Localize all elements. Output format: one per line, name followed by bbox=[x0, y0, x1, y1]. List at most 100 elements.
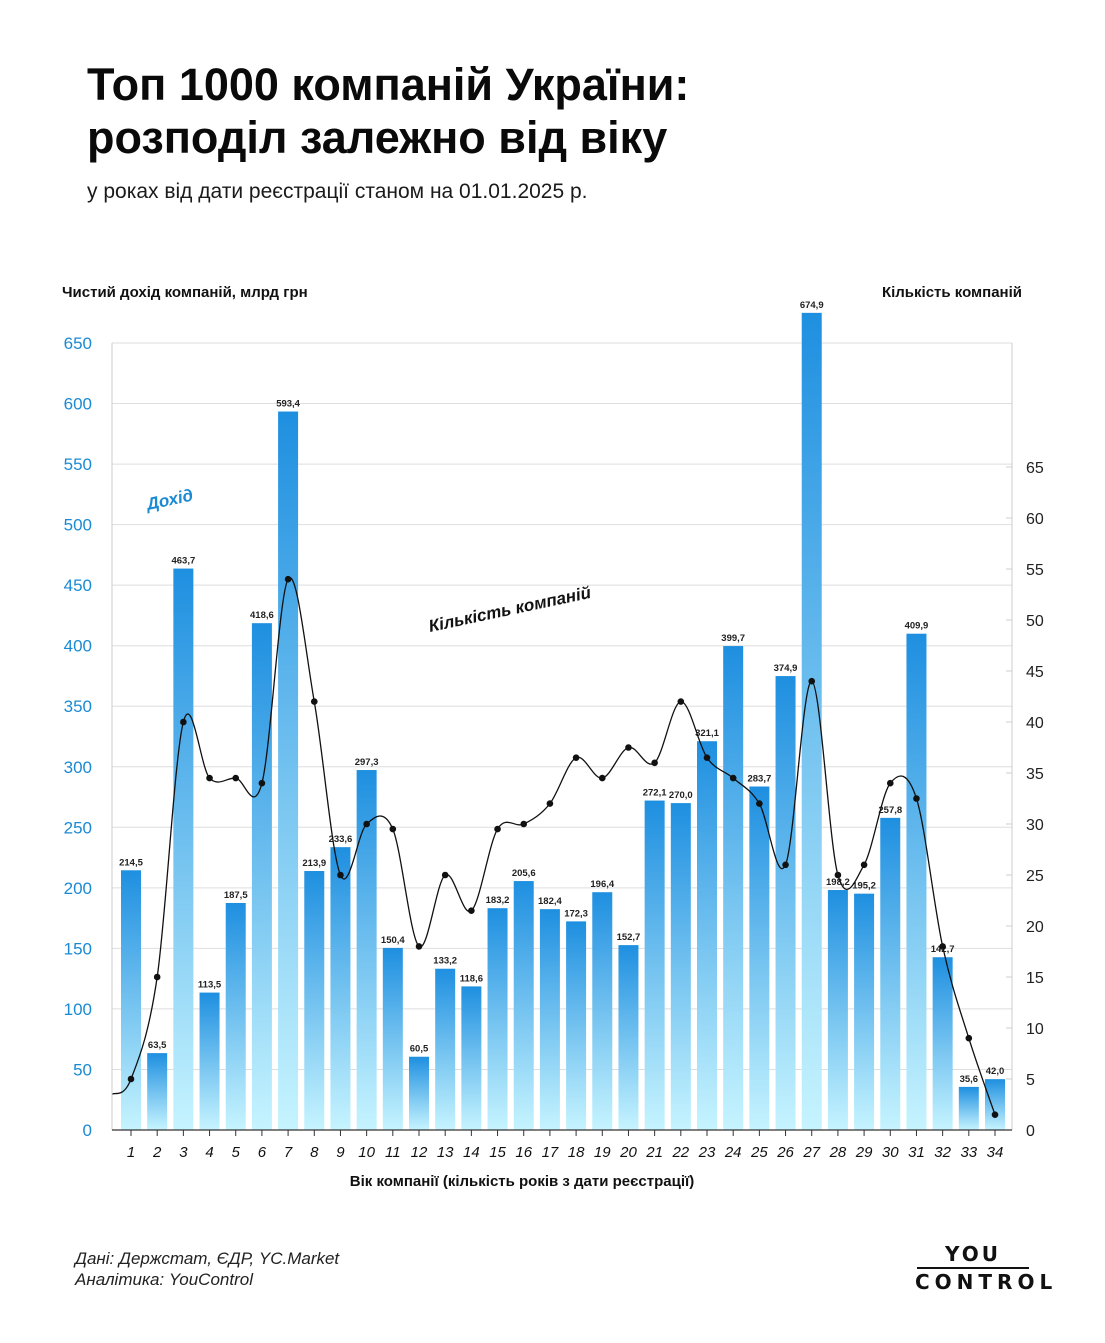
company-count-point bbox=[441, 871, 449, 879]
bar-value-label: 182,4 bbox=[538, 896, 562, 907]
bar bbox=[854, 893, 875, 1130]
company-count-point bbox=[913, 795, 920, 802]
bar-value-label: 183,2 bbox=[486, 895, 510, 906]
bar bbox=[618, 945, 639, 1130]
bar bbox=[697, 741, 717, 1130]
bar-value-label: 113,5 bbox=[198, 980, 222, 991]
y2-tick-label: 40 bbox=[1026, 715, 1044, 732]
bar bbox=[225, 902, 246, 1130]
y2-tick-label: 55 bbox=[1026, 562, 1044, 579]
x-tick-label: 30 bbox=[882, 1144, 899, 1161]
company-count-point bbox=[232, 774, 240, 782]
x-tick-label: 33 bbox=[960, 1144, 977, 1161]
x-tick-label: 2 bbox=[152, 1144, 162, 1161]
company-count-point bbox=[494, 825, 501, 833]
page-subtitle: у роках від дати реєстрації станом на 01… bbox=[87, 180, 588, 203]
company-count-point bbox=[703, 754, 711, 761]
logo-line-2: CONTROL bbox=[915, 1270, 1058, 1294]
bar-value-label: 150,4 bbox=[381, 935, 405, 946]
bar bbox=[958, 1086, 979, 1130]
company-count-point bbox=[625, 744, 632, 751]
company-count-point bbox=[808, 677, 816, 685]
y-tick-label: 350 bbox=[64, 697, 92, 716]
bar bbox=[644, 800, 665, 1130]
bar bbox=[147, 1053, 168, 1130]
x-tick-label: 9 bbox=[336, 1144, 345, 1161]
y-tick-label: 250 bbox=[64, 818, 92, 837]
x-axis-title: Вік компанії (кількість років з дати реє… bbox=[350, 1173, 694, 1190]
bar bbox=[435, 968, 456, 1130]
y2-tick-label: 45 bbox=[1026, 664, 1044, 681]
bar-value-label: 205,6 bbox=[512, 868, 536, 879]
x-tick-label: 6 bbox=[258, 1144, 267, 1161]
company-count-point bbox=[651, 759, 658, 767]
bar bbox=[251, 623, 272, 1130]
y2-axis-title: Кількість компаній bbox=[882, 284, 1022, 301]
bar-value-label: 674,9 bbox=[800, 300, 824, 311]
data-source: Дані: Держстат, ЄДР, YC.Market bbox=[75, 1249, 340, 1268]
title-line-2: розподіл залежно від віку bbox=[87, 112, 668, 163]
y-tick-label: 0 bbox=[83, 1121, 92, 1140]
bar-value-label: 172,3 bbox=[564, 908, 588, 919]
bar bbox=[566, 921, 587, 1130]
bar-value-label: 272,1 bbox=[643, 788, 667, 799]
line-series-annotation: Кількість компаній bbox=[427, 583, 593, 636]
bar bbox=[330, 847, 351, 1130]
bar bbox=[880, 817, 901, 1130]
youcontrol-logo: YOU CONTROL bbox=[915, 1242, 1058, 1294]
x-tick-label: 5 bbox=[232, 1144, 241, 1161]
bar-value-label: 195,2 bbox=[852, 881, 876, 892]
x-tick-label: 7 bbox=[284, 1144, 293, 1161]
y2-tick-label: 20 bbox=[1026, 919, 1044, 936]
bar bbox=[775, 676, 796, 1130]
x-tick-label: 16 bbox=[515, 1144, 532, 1161]
bar bbox=[749, 786, 770, 1130]
x-tick-label: 11 bbox=[385, 1144, 401, 1161]
x-tick-label: 24 bbox=[724, 1144, 742, 1161]
age-distribution-chart: 214,5 63,5 463,7 113,5 187,5 418,6 593,4 213,9 2… bbox=[62, 284, 1044, 1190]
y2-tick-label: 60 bbox=[1026, 511, 1044, 528]
company-count-point bbox=[677, 698, 685, 705]
bar bbox=[304, 871, 325, 1130]
bar bbox=[356, 770, 377, 1130]
bar bbox=[827, 890, 848, 1130]
y-tick-label: 150 bbox=[64, 939, 92, 958]
bar-value-label: 42,0 bbox=[986, 1066, 1005, 1077]
x-tick-label: 27 bbox=[802, 1144, 820, 1161]
bar-value-label: 270,0 bbox=[669, 790, 693, 801]
company-count-point bbox=[572, 754, 580, 761]
bar bbox=[199, 992, 220, 1130]
x-tick-label: 26 bbox=[776, 1144, 794, 1161]
logo-line-1: YOU bbox=[944, 1242, 1001, 1266]
bar bbox=[906, 633, 927, 1130]
x-tick-label: 10 bbox=[358, 1144, 375, 1161]
bar-value-label: 374,9 bbox=[774, 663, 798, 674]
bar-value-label: 257,8 bbox=[878, 805, 902, 816]
bar bbox=[592, 892, 613, 1130]
footer-sources: Дані: Держстат, ЄДР, YC.Market Аналітика… bbox=[75, 1248, 339, 1290]
x-tick-label: 4 bbox=[205, 1144, 213, 1161]
bar-value-label: 283,7 bbox=[747, 774, 771, 785]
bar bbox=[513, 881, 534, 1130]
y2-tick-label: 30 bbox=[1026, 817, 1044, 834]
company-count-point bbox=[729, 774, 737, 782]
bar-value-label: 409,9 bbox=[905, 621, 929, 632]
y-tick-label: 500 bbox=[64, 516, 92, 535]
y-tick-label: 400 bbox=[64, 637, 92, 656]
company-count-point bbox=[860, 861, 868, 869]
y-tick-label: 100 bbox=[64, 1000, 92, 1019]
x-tick-label: 12 bbox=[411, 1144, 428, 1161]
bar bbox=[173, 568, 194, 1130]
company-count-point bbox=[310, 698, 318, 705]
x-tick-label: 25 bbox=[750, 1144, 768, 1161]
y-tick-label: 550 bbox=[64, 455, 92, 474]
bar-value-label: 152,7 bbox=[617, 932, 641, 943]
y-tick-label: 450 bbox=[64, 576, 92, 595]
bar bbox=[278, 411, 299, 1130]
bar bbox=[801, 312, 822, 1131]
x-tick-label: 20 bbox=[619, 1144, 637, 1161]
x-tick-label: 3 bbox=[179, 1144, 188, 1161]
x-tick-label: 31 bbox=[908, 1144, 925, 1161]
bar-value-label: 198,2 bbox=[826, 877, 850, 888]
bar-value-label: 213,9 bbox=[302, 858, 326, 869]
